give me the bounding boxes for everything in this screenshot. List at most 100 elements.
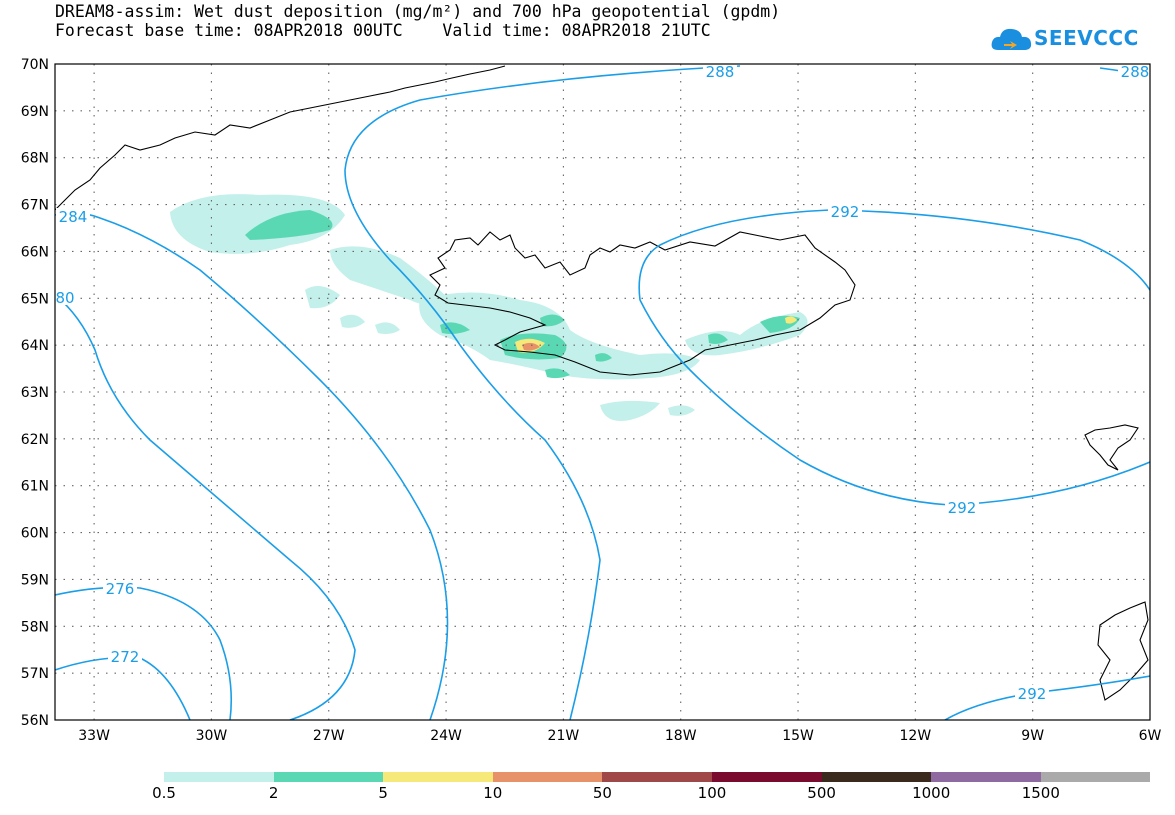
legend-label: 5 [378,784,388,802]
lat-tick-label: 66N [21,244,49,260]
lat-tick-label: 57N [21,666,49,682]
legend-label: 10 [483,784,503,802]
contour-284 [55,212,449,720]
dust-area [340,314,365,328]
contour-label: 288 [706,63,735,81]
contour-label: 292 [831,203,860,221]
dust-area [245,210,333,240]
lon-tick-label: 30W [196,728,228,744]
contour-label-bg [108,648,142,664]
legend-color-segment [931,772,1041,782]
map-frame [54,63,1151,721]
legend-color-segment [492,772,603,782]
legend-label: 0.5 [152,784,176,802]
contour-label: 284 [59,208,88,226]
lon-tick-label: 33W [78,728,110,744]
iceland-coastline [429,231,856,376]
lat-tick-label: 68N [21,151,49,167]
dust-deposition-fields [170,194,808,421]
legend-color-segment [821,772,932,782]
geopotential-contours [55,65,1150,720]
legend-label: 100 [697,784,727,802]
lat-tick-label: 60N [21,526,49,542]
lat-tick-label: 69N [21,104,49,120]
contour-label-bg [945,499,979,515]
dust-area [522,342,540,351]
lon-tick-label: 6W [1139,728,1162,744]
legend-label: 1500 [1021,784,1060,802]
lat-lon-grid [55,64,1150,720]
contour-label-bg [1118,63,1152,79]
dust-area [600,400,660,421]
legend-color-segment [602,772,712,782]
dust-area [708,333,728,344]
contour-label: 80 [55,289,74,307]
legend-color-segment [273,772,384,782]
legend-color-segment [711,772,822,782]
contour-label: 272 [111,648,140,666]
coastlines [55,65,1149,701]
contour-label-bg [53,289,77,305]
contour-label: 292 [948,499,977,517]
legend-color-segment [164,772,274,782]
contour-label-bg [103,580,137,596]
legend-color-segment [383,772,493,782]
lat-tick-label: 63N [21,385,49,401]
legend-color-segment [1040,772,1151,782]
lon-tick-label: 9W [1021,728,1044,744]
greenland-coastline [55,65,506,211]
dust-area [668,405,695,416]
cloud-icon [991,28,1032,50]
contour-labels: 288 288 292 292 292 284 80 276 272 [53,63,1152,703]
contour-292 [638,209,1150,720]
contour-288 [344,65,1150,720]
contour-label: 288 [1121,63,1150,81]
axis-labels: 33W 30W 27W 24W 21W 18W 15W 12W 9W 6W 56N 57N 58N 59N… [21,57,1162,744]
legend-colorbar [164,772,1151,782]
lat-tick-label: 56N [21,713,49,729]
lat-tick-label: 59N [21,572,49,588]
dust-area [785,316,797,324]
lat-tick-label: 62N [21,432,49,448]
dust-area [330,246,450,305]
dust-area [170,194,345,254]
contour-272 [55,656,191,720]
lon-tick-label: 18W [665,728,697,744]
contour-label: 276 [106,580,135,598]
map-subtitle: Forecast base time: 08APR2018 00UTC Vali… [55,21,711,40]
legend-label: 1000 [912,784,951,802]
contour-label-bg [56,208,90,224]
contour-label-bg [1015,685,1049,701]
lon-tick-label: 15W [782,728,814,744]
seevccc-logo: SEEVCCC [990,22,1140,58]
logo-text: SEEVCCC [1034,26,1139,50]
contour-label: 292 [1018,685,1047,703]
dust-area [595,353,612,362]
lon-tick-label: 27W [313,728,345,744]
legend-label: 50 [592,784,612,802]
lon-tick-label: 12W [900,728,932,744]
lon-tick-label: 24W [430,728,462,744]
lat-tick-label: 64N [21,338,49,354]
lat-tick-label: 58N [21,619,49,635]
lat-tick-label: 61N [21,479,49,495]
dust-area [305,286,340,309]
dust-area [540,314,565,327]
lon-tick-label: 21W [548,728,580,744]
dust-area [375,322,400,334]
contour-276 [55,586,233,720]
lat-tick-label: 65N [21,291,49,307]
faroe-coastline [1084,424,1139,471]
dust-area [440,322,470,334]
legend-label: 500 [807,784,836,802]
scotland-coastline [1097,601,1149,701]
lat-tick-label: 67N [21,198,49,214]
contour-280 [55,294,356,720]
lat-tick-label: 70N [21,57,49,73]
contour-label-bg [828,203,862,219]
legend-label: 2 [268,784,279,802]
contour-label-bg [703,63,737,79]
map-title: DREAM8-assim: Wet dust deposition (mg/m²… [55,2,781,21]
dust-area [419,292,700,380]
